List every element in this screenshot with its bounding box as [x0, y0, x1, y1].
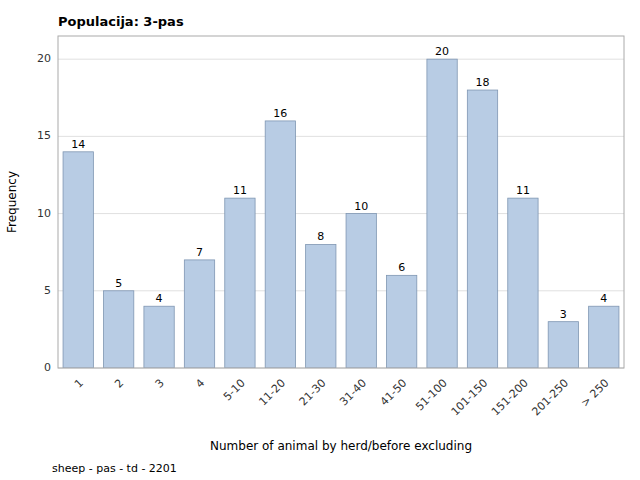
bar	[225, 198, 255, 368]
y-tick-label: 15	[37, 129, 51, 142]
bar	[386, 275, 416, 368]
x-tick-label: 5-10	[221, 377, 248, 404]
x-tick-label: 1	[72, 377, 86, 391]
data-label: 10	[354, 200, 368, 213]
bar	[589, 306, 619, 368]
y-tick-label: 5	[44, 284, 51, 297]
x-tick-label: 201-250	[529, 377, 571, 419]
data-label: 5	[115, 277, 122, 290]
data-label: 11	[233, 184, 247, 197]
x-tick-label: 21-30	[297, 377, 329, 409]
x-tick-label: 31-40	[337, 377, 369, 409]
x-tick-label: > 250	[579, 377, 612, 410]
footnote: sheep - pas - td - 2201	[52, 462, 177, 475]
bars	[63, 59, 619, 368]
grid	[58, 59, 624, 368]
x-axis-label: Number of animal by herd/before excludin…	[210, 439, 472, 453]
title: Populacija: 3-pas	[58, 14, 184, 29]
y-tick-label: 20	[37, 52, 51, 65]
x-tick-label: 11-20	[256, 377, 288, 409]
data-label: 6	[398, 261, 405, 274]
y-axis-label: Frequency	[5, 171, 19, 233]
plot-frame	[58, 36, 624, 368]
data-label: 3	[560, 308, 567, 321]
x-ticks: 1 2 3 4 5-10 11-20 21-3031-40 41-5051-100101-15…	[72, 377, 612, 419]
data-label: 16	[273, 107, 287, 120]
grid-line	[58, 136, 624, 137]
x-tick-label: 51-100	[413, 377, 450, 414]
bar	[548, 322, 578, 368]
bar	[508, 198, 538, 368]
data-label: 20	[435, 45, 449, 58]
bar	[63, 152, 93, 368]
grid-line	[58, 59, 624, 60]
data-label: 4	[600, 292, 607, 305]
chart: 0 5 10 15 20 14 5 4 7 11 16 8 10 6 20 18 11 3 4 1 2 3 4 5-10 11-…	[0, 0, 640, 480]
x-tick-label: 151-200	[489, 377, 531, 419]
bar	[346, 214, 376, 368]
data-label: 11	[516, 184, 530, 197]
y-ticks: 0 5 10 15 20	[37, 52, 51, 374]
data-label: 4	[156, 292, 163, 305]
bar	[467, 90, 497, 368]
x-tick-label: 3	[153, 377, 167, 391]
y-tick-label: 10	[37, 207, 51, 220]
grid-line	[58, 213, 624, 214]
bar	[306, 244, 336, 368]
chart-container: 0 5 10 15 20 14 5 4 7 11 16 8 10 6 20 18 11 3 4 1 2 3 4 5-10 11-…	[0, 0, 640, 480]
x-tick-label: 101-150	[449, 377, 491, 419]
y-tick-label: 0	[44, 361, 51, 374]
bar	[427, 59, 457, 368]
x-tick-label: 2	[112, 377, 126, 391]
data-label: 18	[476, 76, 490, 89]
data-label: 8	[317, 230, 324, 243]
bar	[144, 306, 174, 368]
data-label: 14	[71, 138, 85, 151]
bar	[265, 121, 295, 368]
data-labels: 14 5 4 7 11 16 8 10 6 20 18 11 3 4	[71, 45, 607, 321]
x-tick-label: 41-50	[378, 377, 410, 409]
bar	[103, 291, 133, 368]
x-tick-label: 4	[193, 377, 207, 391]
data-label: 7	[196, 246, 203, 259]
grid-line	[58, 290, 624, 291]
bar	[184, 260, 214, 368]
